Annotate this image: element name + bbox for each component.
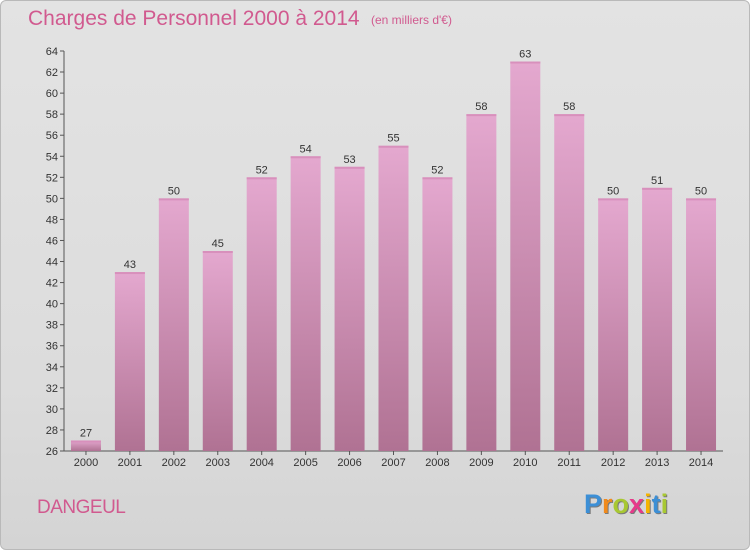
bar-value-label: 63 <box>519 49 531 61</box>
bar <box>290 156 321 451</box>
y-tick-label: 28 <box>46 425 58 437</box>
x-tick-label: 2010 <box>513 457 537 469</box>
bar-top-edge <box>510 61 541 64</box>
x-tick-label: 2013 <box>645 457 669 469</box>
logo-letter: i <box>644 489 652 519</box>
bars <box>70 61 717 452</box>
bar-top-edge <box>642 187 673 190</box>
y-tick-label: 38 <box>46 320 58 332</box>
x-tick-label: 2014 <box>689 457 713 469</box>
bar-value-label: 51 <box>651 175 663 187</box>
x-tick-label: 2001 <box>118 457 142 469</box>
bar-top-edge <box>70 440 101 443</box>
bar-top-edge <box>554 114 585 117</box>
bar-value-label: 27 <box>80 427 92 439</box>
y-tick-label: 48 <box>46 214 58 226</box>
logo-letter: x <box>629 489 645 519</box>
bar <box>686 198 717 451</box>
bar-value-label: 53 <box>343 154 355 166</box>
bar-value-label: 43 <box>124 259 136 271</box>
bar <box>114 272 145 451</box>
y-tick-label: 58 <box>46 109 58 121</box>
x-tick-label: 2008 <box>425 457 449 469</box>
x-tick-label: 2003 <box>206 457 230 469</box>
y-tick-label: 50 <box>46 193 58 205</box>
x-tick-label: 2004 <box>249 457 273 469</box>
y-tick-label: 46 <box>46 235 58 247</box>
y-tick-label: 64 <box>46 46 58 58</box>
bar <box>202 251 233 451</box>
y-tick-label: 54 <box>46 151 58 163</box>
y-tick-label: 26 <box>46 446 58 458</box>
bar-top-edge <box>290 156 321 159</box>
bar <box>378 145 409 451</box>
bar-value-label: 58 <box>563 101 575 113</box>
bar-value-label: 55 <box>387 133 399 145</box>
bar <box>642 187 673 451</box>
x-tick-label: 2012 <box>601 457 625 469</box>
bar <box>554 114 585 451</box>
logo-letter: o <box>612 489 630 519</box>
bar-value-label: 50 <box>168 185 180 197</box>
y-tick-label: 40 <box>46 299 58 311</box>
bar-value-label: 50 <box>695 185 707 197</box>
y-tick-label: 42 <box>46 278 58 290</box>
y-tick-label: 56 <box>46 130 58 142</box>
bar-value-label: 50 <box>607 185 619 197</box>
bar-value-label: 58 <box>475 101 487 113</box>
bar <box>598 198 629 451</box>
y-tick-label: 32 <box>46 383 58 395</box>
bar <box>70 440 101 451</box>
chart-subtitle: (en milliers d'€) <box>371 13 452 27</box>
logo-letter: P <box>584 489 603 519</box>
y-tick-label: 34 <box>46 362 58 374</box>
x-tick-label: 2000 <box>74 457 98 469</box>
x-tick-label: 2011 <box>557 457 581 469</box>
y-tick-label: 30 <box>46 404 58 416</box>
bar-value-label: 54 <box>300 143 312 155</box>
bar-value-label: 52 <box>431 164 443 176</box>
bar-top-edge <box>114 272 145 275</box>
x-tick-label: 2006 <box>337 457 361 469</box>
chart-title: Charges de Personnel 2000 à 2014 <box>28 7 360 30</box>
bar-top-edge <box>334 166 365 169</box>
bar-top-edge <box>246 177 277 180</box>
logo-letter: r <box>602 489 613 519</box>
bar-top-edge <box>686 198 717 201</box>
bar <box>334 166 365 451</box>
y-tick-label: 62 <box>46 67 58 79</box>
bar <box>246 177 277 451</box>
bar-top-edge <box>422 177 453 180</box>
proxiti-logo: Proxiti <box>584 489 668 520</box>
x-tick-label: 2009 <box>469 457 493 469</box>
bar <box>510 61 541 452</box>
x-tick-label: 2005 <box>293 457 317 469</box>
logo-letter: t <box>651 489 661 519</box>
bar <box>422 177 453 451</box>
x-tick-label: 2007 <box>381 457 405 469</box>
bar-top-edge <box>202 251 233 253</box>
bar <box>466 114 497 451</box>
bar-value-label: 45 <box>212 238 224 250</box>
data-labels: 27 43 50 45 52 54 53 55 52 58 63 58 50 51 50 <box>80 49 707 440</box>
bar-top-edge <box>378 145 409 148</box>
commune-name: DANGEUL <box>37 497 126 518</box>
y-tick-label: 44 <box>46 257 58 269</box>
y-tick-label: 52 <box>46 172 58 184</box>
bar-top-edge <box>158 198 189 201</box>
bar-top-edge <box>466 114 497 117</box>
bar-value-label: 52 <box>256 164 268 176</box>
y-tick-label: 60 <box>46 88 58 100</box>
logo-letter: i <box>660 489 669 519</box>
bar-top-edge <box>598 198 629 201</box>
x-tick-label: 2002 <box>162 457 186 469</box>
y-tick-label: 36 <box>46 341 58 353</box>
bar <box>158 198 189 451</box>
